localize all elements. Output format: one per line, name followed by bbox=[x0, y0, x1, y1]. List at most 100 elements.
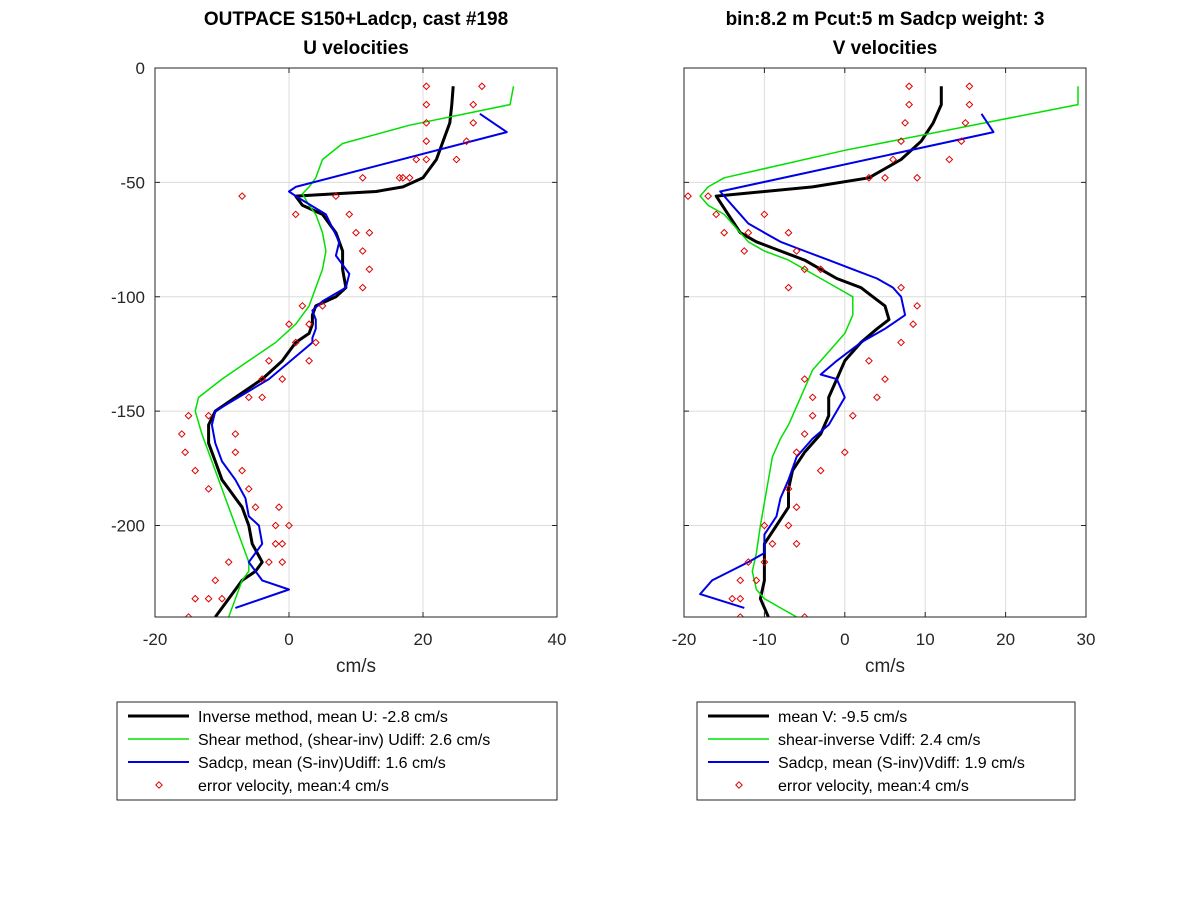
u-x-tick-label: 0 bbox=[284, 630, 293, 649]
v-error-velocity-point bbox=[760, 558, 769, 567]
v-panel-title: bin:8.2 m Pcut:5 m Sadcp weight: 3 bbox=[726, 9, 1045, 30]
u-error-velocity-point bbox=[358, 247, 367, 255]
u-error-velocity-point bbox=[244, 393, 253, 402]
v-error-velocity-point bbox=[800, 375, 809, 384]
v-error-velocity-point bbox=[736, 594, 745, 603]
v-x-axis-label: cm/s bbox=[865, 656, 905, 677]
v-velocity-panel: bin:8.2 m Pcut:5 m Sadcp weight: 3 V vel… bbox=[672, 9, 1096, 801]
v-error-velocity-point bbox=[897, 338, 905, 347]
u-error-velocity-point bbox=[204, 484, 213, 493]
u-y-tick-label: 0 bbox=[136, 59, 145, 78]
u-ticks: -20 0 20 400-50-100-150-200 bbox=[111, 59, 566, 649]
u-legend-box bbox=[116, 701, 558, 801]
v-legend-label: shear-inverse Vdiff: 2.4 cm/s bbox=[778, 732, 980, 749]
u-legend-label: error velocity, mean:4 cm/s bbox=[198, 778, 389, 795]
u-panel-title: OUTPACE S150+Ladcp, cast #198 bbox=[204, 9, 508, 30]
u-error-velocity-point bbox=[291, 338, 300, 347]
u-error-velocity-point bbox=[224, 558, 233, 567]
u-error-velocity-point bbox=[211, 576, 220, 585]
v-error-velocity-point bbox=[792, 247, 801, 255]
v-error-velocity-point bbox=[736, 576, 745, 585]
v-error-velocity-point bbox=[768, 539, 777, 548]
v-error-velocity-point bbox=[792, 539, 801, 548]
u-error-velocity-point bbox=[218, 594, 226, 603]
v-legend-box bbox=[696, 701, 1076, 801]
v-panel-subtitle: V velocities bbox=[833, 38, 938, 59]
u-error-velocity-point bbox=[271, 539, 280, 548]
v-axes-box bbox=[683, 67, 1087, 618]
u-error-velocity-point bbox=[422, 137, 431, 146]
v-error-velocity-point bbox=[760, 521, 769, 530]
v-error-velocity-point bbox=[905, 82, 914, 91]
v-error-velocity-point bbox=[728, 594, 737, 603]
v-error-velocity-point bbox=[889, 155, 897, 164]
v-grid bbox=[684, 68, 1086, 617]
u-legend: Inverse method, mean U: -2.8 cm/s Shear m… bbox=[116, 701, 558, 801]
v-error-velocity-point bbox=[905, 100, 914, 109]
u-axes-box bbox=[154, 67, 558, 618]
v-error-velocity-point bbox=[800, 613, 809, 617]
u-error-velocity-point bbox=[358, 283, 367, 292]
u-error-velocity-point bbox=[462, 137, 471, 146]
u-error-velocity-point bbox=[318, 301, 327, 310]
u-plot-area bbox=[177, 82, 515, 617]
u-error-velocity-point bbox=[184, 411, 193, 420]
v-error-velocity-point bbox=[792, 503, 801, 512]
v-error-velocity-point bbox=[784, 283, 793, 292]
v-error-velocity-point bbox=[744, 558, 753, 567]
v-x-tick-label: 30 bbox=[1077, 630, 1096, 649]
v-x-tick-label: 20 bbox=[996, 630, 1015, 649]
v-error-velocity-point bbox=[800, 430, 809, 438]
u-legend-label: Inverse method, mean U: -2.8 cm/s bbox=[198, 709, 448, 726]
u-error-velocity-point bbox=[191, 466, 200, 475]
v-error-velocity-point bbox=[909, 320, 918, 329]
v-error-velocity-point bbox=[784, 228, 793, 237]
u-error-velocity-point bbox=[271, 521, 280, 530]
v-error-velocity-point bbox=[913, 301, 922, 310]
v-error-velocity-point bbox=[873, 393, 881, 402]
v-error-velocity-point bbox=[684, 192, 692, 201]
u-error-velocity-point bbox=[181, 448, 190, 457]
u-error-velocity-point bbox=[331, 192, 340, 201]
u-error-velocity-point bbox=[305, 356, 314, 365]
v-error-velocity-point bbox=[744, 228, 753, 237]
u-error-velocity-point bbox=[305, 320, 314, 329]
v-error-velocity-point bbox=[881, 173, 889, 182]
v-series-line-2 bbox=[699, 113, 995, 609]
u-x-axis-label: cm/s bbox=[336, 656, 376, 677]
v-legend-marker bbox=[735, 781, 743, 789]
v-error-velocity-point bbox=[965, 82, 974, 91]
v-error-velocity-point bbox=[784, 484, 793, 493]
u-error-velocity-point bbox=[278, 375, 287, 384]
u-error-velocity-point bbox=[422, 155, 431, 164]
v-plot-area bbox=[684, 82, 1079, 617]
u-error-velocity-point bbox=[231, 430, 240, 438]
v-error-velocity-point bbox=[792, 448, 801, 457]
v-error-velocity-point bbox=[808, 411, 817, 420]
u-velocity-panel: OUTPACE S150+Ladcp, cast #198 U velociti… bbox=[111, 9, 566, 801]
u-error-velocity-markers bbox=[177, 82, 486, 617]
v-error-velocity-point bbox=[712, 210, 721, 219]
u-error-velocity-point bbox=[264, 558, 273, 567]
u-error-velocity-point bbox=[258, 393, 267, 402]
v-legend: mean V: -9.5 cm/s shear-inverse Vdiff: 2.… bbox=[696, 701, 1076, 801]
v-error-velocity-point bbox=[957, 137, 966, 146]
v-error-velocity-point bbox=[945, 155, 954, 164]
u-error-velocity-point bbox=[231, 448, 240, 457]
u-series-line-1 bbox=[194, 86, 515, 617]
u-error-velocity-point bbox=[345, 210, 354, 219]
u-error-velocity-point bbox=[469, 118, 478, 127]
v-x-tick-label: 10 bbox=[916, 630, 935, 649]
v-error-velocity-point bbox=[800, 265, 809, 274]
u-error-velocity-point bbox=[285, 320, 293, 329]
u-series-line-0 bbox=[207, 86, 455, 617]
u-error-velocity-point bbox=[285, 521, 293, 530]
u-error-velocity-point bbox=[412, 155, 421, 164]
u-error-velocity-point bbox=[422, 82, 431, 91]
u-error-velocity-point bbox=[311, 338, 320, 347]
u-grid bbox=[155, 68, 557, 617]
u-error-velocity-point bbox=[422, 118, 431, 127]
v-error-velocity-point bbox=[865, 173, 873, 182]
